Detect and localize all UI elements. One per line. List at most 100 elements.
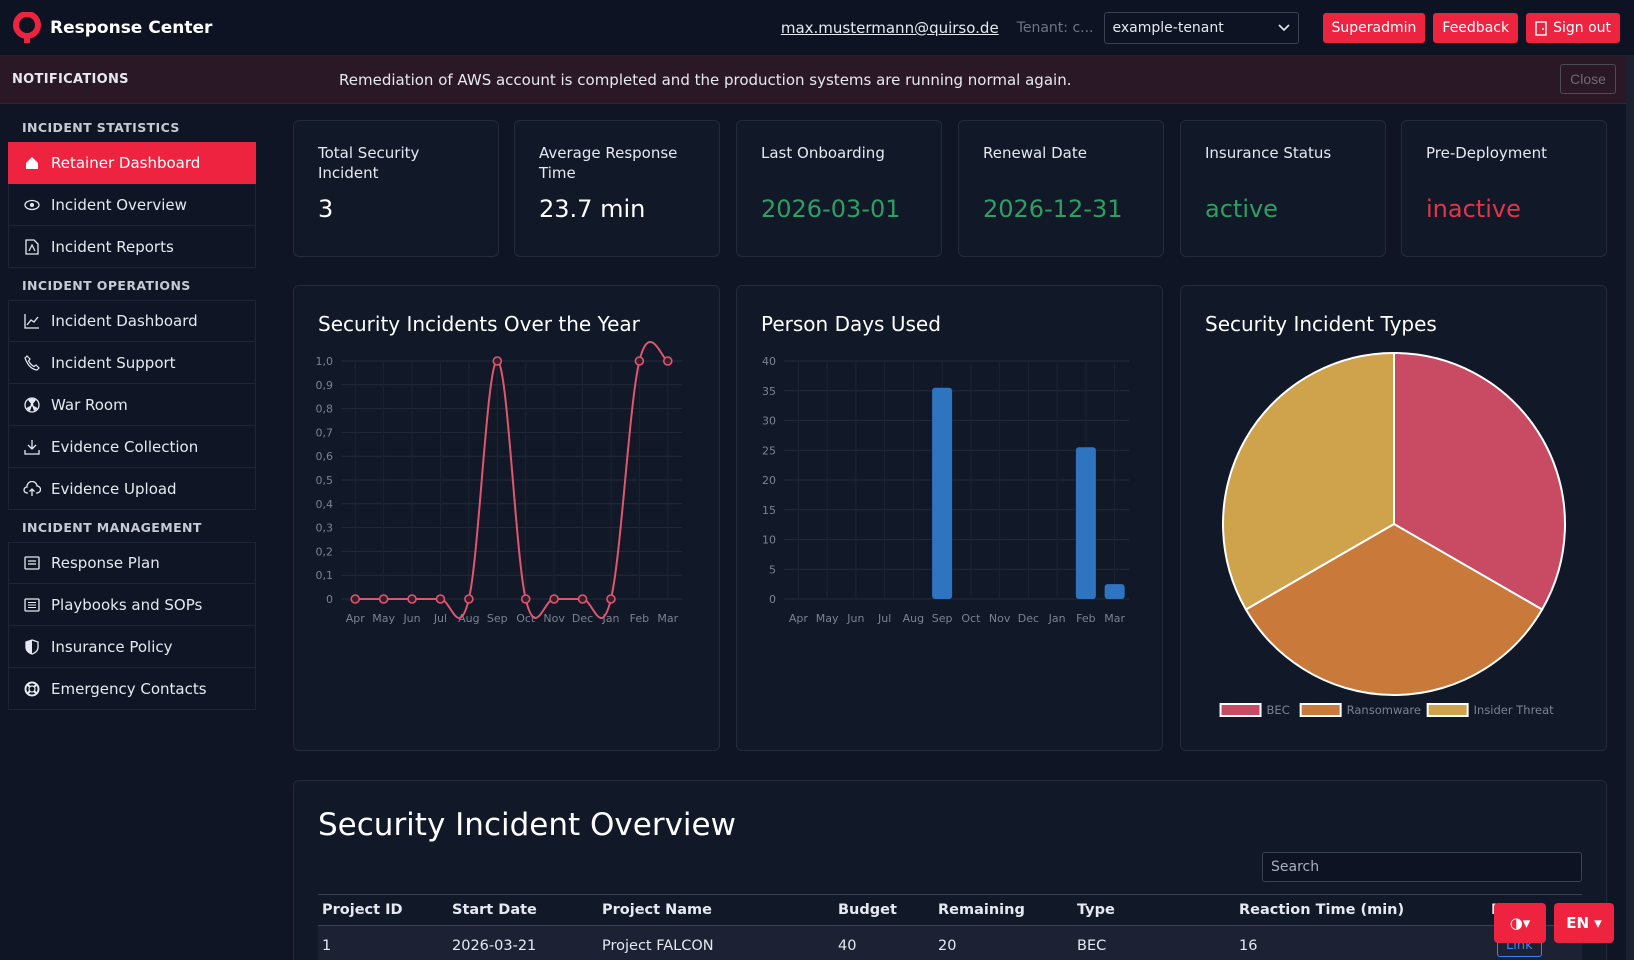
notification-close-button[interactable]: Close <box>1560 64 1616 94</box>
pie-slice <box>1222 351 1395 611</box>
y-tick-label: 10 <box>762 534 776 547</box>
cloud-upload-icon <box>23 480 41 498</box>
column-header[interactable]: Project Name <box>602 902 712 918</box>
search-input[interactable] <box>1262 852 1582 882</box>
y-tick-label: 0 <box>326 593 333 606</box>
data-point <box>549 594 559 604</box>
y-tick-label: 15 <box>762 504 776 517</box>
data-point <box>492 356 503 366</box>
chart-title: Security Incident Types <box>1205 312 1437 336</box>
chart-card-incidents-year: 0 0,1 0,2 0,3 0,4 0,5 0,6 0,7 0,8 0,9 1,0 Apr May Jun… <box>293 285 720 751</box>
eye-icon <box>23 196 41 214</box>
x-tick-label: Nov <box>543 612 565 625</box>
data-point <box>634 356 645 366</box>
pie-slice <box>1244 522 1544 696</box>
sidebar-item-evidence-collection[interactable]: Evidence Collection <box>8 426 256 468</box>
sidebar-section-title: INCIDENT OPERATIONS <box>22 277 191 293</box>
x-tick-label: Jan <box>1048 612 1066 625</box>
sidebar-item-label: Evidence Upload <box>51 479 177 498</box>
sidebar-item-label: Response Plan <box>51 554 160 572</box>
sidebar-item-war-room[interactable]: War Room <box>8 384 256 426</box>
x-tick-label: Mar <box>1104 612 1125 625</box>
column-header[interactable]: Project ID <box>322 902 403 918</box>
notification-message: Remediation of AWS account is completed … <box>339 70 1072 89</box>
x-tick-label: Apr <box>346 612 366 625</box>
sidebar-item-label: Incident Reports <box>51 237 174 256</box>
door-icon <box>1535 20 1547 36</box>
data-point <box>378 594 389 604</box>
sidebar-item-incident-overview[interactable]: Incident Overview <box>8 184 256 226</box>
sidebar-item-evidence-upload[interactable]: Evidence Upload <box>8 468 256 510</box>
stat-value: inactive <box>1426 195 1521 223</box>
column-header[interactable]: Remaining <box>938 902 1025 918</box>
scrollbar[interactable] <box>1626 56 1634 960</box>
sidebar-item-response-plan[interactable]: Response Plan <box>8 542 256 584</box>
data-point <box>606 594 616 604</box>
stat-card-avg-response: Average Response Time 23.7 min <box>514 120 720 257</box>
sidebar-item-emergency-contacts[interactable]: Emergency Contacts <box>8 668 256 710</box>
shield-icon <box>23 638 41 656</box>
series-line <box>355 341 669 619</box>
sidebar-item-playbooks[interactable]: Playbooks and SOPs <box>8 584 256 626</box>
radiation-icon <box>23 396 41 414</box>
sidebar-item-label: War Room <box>51 395 128 414</box>
y-tick-label: 35 <box>762 385 776 398</box>
stat-card-pre-deployment: Pre-Deployment inactive <box>1401 120 1607 257</box>
sidebar-item-retainer-dashboard[interactable]: Retainer Dashboard <box>8 142 256 184</box>
sidebar-item-incident-support[interactable]: Incident Support <box>8 342 256 384</box>
x-tick-label: Sep <box>932 612 953 625</box>
y-tick-label: 0,8 <box>316 403 334 416</box>
chevron-down-icon <box>1277 20 1290 36</box>
x-tick-label: Feb <box>630 612 649 625</box>
sidebar-item-label: Emergency Contacts <box>51 679 207 698</box>
column-header[interactable]: Type <box>1077 902 1115 918</box>
chart-title: Person Days Used <box>761 312 941 336</box>
y-tick-label: 25 <box>762 444 776 457</box>
sidebar-item-incident-reports[interactable]: Incident Reports <box>8 226 256 268</box>
x-tick-label: Aug <box>458 612 479 625</box>
user-email-link[interactable]: max.mustermann@quirso.de <box>780 19 999 37</box>
legend-swatch <box>1219 703 1262 717</box>
x-tick-label: Mar <box>657 612 678 625</box>
stat-value: 23.7 min <box>539 195 646 223</box>
logo-icon <box>12 11 42 44</box>
bar <box>932 387 953 599</box>
home-icon <box>23 154 41 172</box>
data-point <box>662 356 673 366</box>
data-point <box>577 594 588 604</box>
column-header[interactable]: Start Date <box>452 902 537 918</box>
x-tick-label: Jun <box>402 612 420 625</box>
sidebar-item-label: Playbooks and SOPs <box>51 595 203 614</box>
superadmin-button[interactable]: Superadmin <box>1322 13 1426 43</box>
column-header[interactable]: Budget <box>838 902 897 918</box>
x-tick-label: Apr <box>789 612 809 625</box>
y-tick-label: 1,0 <box>316 355 334 368</box>
table-cell: 16 <box>1239 937 1258 954</box>
sign-out-button[interactable]: Sign out <box>1526 13 1620 43</box>
card-list-icon <box>23 554 41 572</box>
x-tick-label: Sep <box>487 612 508 625</box>
notification-bar: NOTIFICATIONS Remediation of AWS account… <box>0 56 1634 104</box>
table-cell: 2026-03-21 <box>452 937 537 954</box>
top-bar: Response Center max.mustermann@quirso.de… <box>0 0 1634 56</box>
y-tick-label: 0 <box>769 593 776 606</box>
brand[interactable]: Response Center <box>12 11 212 44</box>
sidebar-item-incident-dashboard[interactable]: Incident Dashboard <box>8 300 256 342</box>
legend-label: BEC <box>1267 703 1290 717</box>
theme-toggle-button[interactable]: ◑▾ <box>1494 903 1546 943</box>
y-tick-label: 0,2 <box>316 545 334 558</box>
life-ring-icon <box>23 680 41 698</box>
bar-chart: 0 5 10 15 20 25 30 35 40 Apr May Jun Jul Aug Sep Oct Nov… <box>762 355 1129 625</box>
tenant-select[interactable]: example-tenant <box>1103 12 1299 44</box>
feedback-button[interactable]: Feedback <box>1433 13 1519 43</box>
language-button[interactable]: EN ▾ <box>1554 903 1614 943</box>
data-point <box>350 594 361 604</box>
column-header[interactable]: Reaction Time (min) <box>1239 902 1405 918</box>
y-tick-label: 0,9 <box>316 379 334 392</box>
y-tick-label: 20 <box>762 474 776 487</box>
sidebar-item-insurance-policy[interactable]: Insurance Policy <box>8 626 256 668</box>
table-row[interactable]: 1 2026-03-21 Project FALCON 40 20 BEC 16… <box>318 926 1582 960</box>
table-cell: Project FALCON <box>602 937 714 954</box>
incident-overview-card: Security Incident Overview Project ID St… <box>293 780 1607 960</box>
tenant-label: Tenant: c... <box>1016 20 1094 36</box>
